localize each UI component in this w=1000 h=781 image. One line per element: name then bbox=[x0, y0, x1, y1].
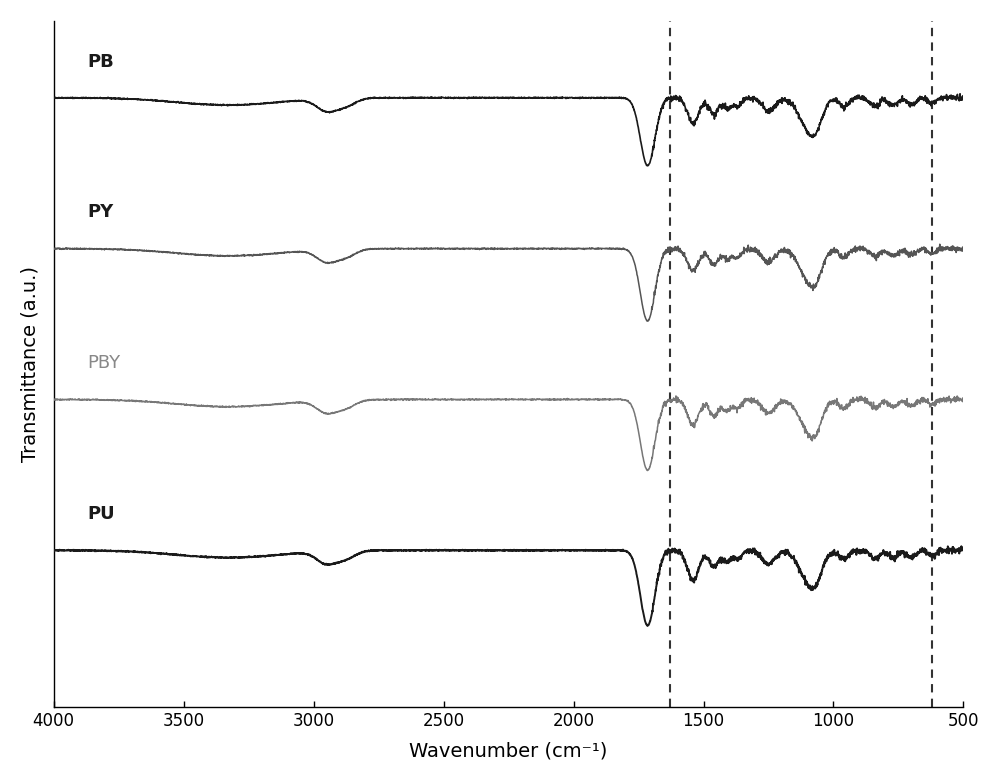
Y-axis label: Transmittance (a.u.): Transmittance (a.u.) bbox=[21, 266, 40, 462]
Text: PB: PB bbox=[88, 52, 114, 70]
X-axis label: Wavenumber (cm⁻¹): Wavenumber (cm⁻¹) bbox=[409, 741, 608, 760]
Text: PBY: PBY bbox=[88, 355, 121, 373]
Text: PU: PU bbox=[88, 505, 115, 523]
Text: PY: PY bbox=[88, 204, 114, 222]
